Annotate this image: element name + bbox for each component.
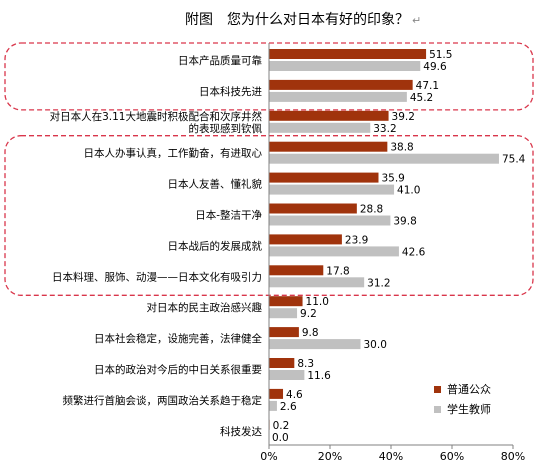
value-label-s1-12: 4.6	[286, 389, 303, 401]
value-label-s2-9: 9.2	[300, 308, 317, 320]
category-label-3-line2: 的表现感到钦佩	[189, 122, 263, 135]
bar-s1-6	[269, 203, 357, 214]
value-label-s2-3: 33.2	[373, 123, 396, 135]
value-label-s2-5: 41.0	[397, 185, 420, 197]
bar-s2-12	[269, 400, 277, 411]
value-label-s2-12: 2.6	[280, 401, 297, 413]
value-label-s1-9: 11.0	[306, 296, 329, 308]
category-label-4: 日本人办事认真，工作勤奋，有进取心	[84, 147, 263, 160]
category-label-11: 日本的政治对今后的中日关系很重要	[94, 363, 262, 376]
category-label-7: 日本战后的发展成就	[168, 239, 263, 252]
legend-swatch-1	[434, 386, 441, 393]
category-label-12: 频繁进行首脑会谈，两国政治关系趋于稳定	[63, 394, 263, 407]
bar-s2-3	[269, 122, 371, 133]
value-label-s1-7: 23.9	[345, 234, 368, 246]
value-label-s2-4: 75.4	[502, 154, 526, 166]
category-label-10: 日本社会稳定，设施完善，法律健全	[94, 332, 262, 345]
x-axis: 0% 20% 40% 60% 80%	[260, 43, 525, 461]
bar-s2-6	[269, 215, 391, 226]
bar-s1-2	[269, 79, 413, 90]
value-label-s1-6: 28.8	[360, 204, 383, 216]
bar-s1-11	[269, 358, 295, 368]
value-label-s1-4: 38.8	[390, 142, 413, 154]
legend-swatch-2	[434, 406, 441, 413]
value-label-s2-2: 45.2	[410, 92, 433, 104]
value-label-s2-7: 42.6	[402, 246, 426, 258]
chart-title-text: 附图 您为什么对日本有好的印象？	[185, 11, 409, 28]
value-label-s1-2: 47.1	[416, 80, 439, 92]
bar-s1-3	[269, 110, 389, 121]
bar-s2-8	[269, 277, 365, 288]
legend-label-2: 学生教师	[447, 402, 491, 416]
value-label-s1-3: 39.2	[392, 111, 415, 123]
category-label-9: 对日本的民主政治感兴趣	[147, 301, 263, 314]
bar-s1-1	[269, 49, 427, 59]
bar-s2-9	[269, 308, 298, 319]
value-label-s2-11: 11.6	[307, 370, 331, 382]
category-label-3-line1: 对日本人在3.11大地震时积极配合和次序井然	[50, 110, 263, 123]
x-tick-label-5: 80%	[501, 450, 525, 461]
bar-s1-8	[269, 265, 324, 276]
x-tick-label-2: 20%	[318, 450, 342, 461]
bars-layer	[269, 49, 499, 430]
value-label-s2-13: 0.0	[272, 432, 289, 444]
category-label-13: 科技发达	[220, 425, 262, 438]
legend-label-1: 普通公众	[447, 382, 491, 396]
value-label-s2-8: 31.2	[367, 277, 390, 289]
category-label-1: 日本产品质量可靠	[178, 54, 262, 67]
value-label-s1-1: 51.5	[429, 49, 452, 61]
value-label-s1-10: 9.8	[302, 327, 319, 339]
bar-s1-4	[269, 141, 388, 152]
bar-s2-11	[269, 370, 305, 380]
value-label-s2-6: 39.8	[393, 216, 416, 228]
x-tick-label-4: 60%	[440, 450, 464, 461]
bar-s2-1	[269, 61, 421, 71]
labels-layer: 日本产品质量可靠日本科技先进对日本人在3.11大地震时积极配合和次序井然的表现感…	[50, 49, 526, 444]
category-label-2: 日本科技先进	[199, 85, 262, 98]
category-label-8: 日本料理、服饰、动漫——日本文化有吸引力	[52, 270, 262, 283]
bar-s2-10	[269, 339, 361, 350]
x-tick-label-1: 0%	[260, 450, 277, 461]
category-label-6: 日本-整洁干净	[195, 209, 262, 222]
value-label-s2-10: 30.0	[364, 339, 387, 351]
category-label-5: 日本人友善、懂礼貌	[168, 178, 263, 191]
bar-s1-12	[269, 388, 284, 399]
bar-s2-5	[269, 184, 395, 195]
value-label-s1-11: 8.3	[297, 358, 314, 370]
chart-title: 附图 您为什么对日本有好的印象？ ↵	[185, 11, 421, 28]
bar-s1-7	[269, 234, 342, 245]
value-label-s1-8: 17.8	[326, 265, 349, 277]
bar-s1-5	[269, 172, 379, 183]
bar-s2-4	[269, 153, 499, 164]
value-label-s1-5: 35.9	[381, 173, 404, 185]
value-label-s2-1: 49.6	[423, 61, 447, 73]
bar-s2-7	[269, 246, 399, 257]
bar-s2-2	[269, 91, 407, 102]
value-label-s1-13: 0.2	[273, 420, 290, 432]
x-tick-label-3: 40%	[379, 450, 403, 461]
bar-s1-10	[269, 327, 299, 338]
title-return-mark: ↵	[412, 14, 421, 27]
bar-s1-9	[269, 296, 303, 307]
